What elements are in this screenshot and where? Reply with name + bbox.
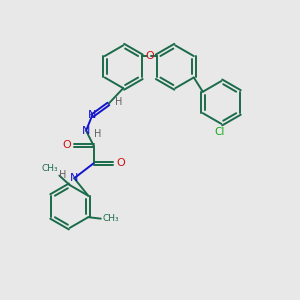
Text: N: N: [70, 173, 78, 183]
Text: O: O: [116, 158, 125, 168]
Text: O: O: [62, 140, 70, 150]
Text: CH₃: CH₃: [102, 214, 119, 223]
Text: Cl: Cl: [215, 128, 225, 137]
Text: N: N: [88, 110, 96, 120]
Text: N: N: [82, 126, 90, 136]
Text: H: H: [58, 170, 66, 180]
Text: O: O: [145, 51, 154, 61]
Text: H: H: [94, 129, 102, 139]
Text: H: H: [115, 98, 122, 107]
Text: CH₃: CH₃: [41, 164, 58, 173]
